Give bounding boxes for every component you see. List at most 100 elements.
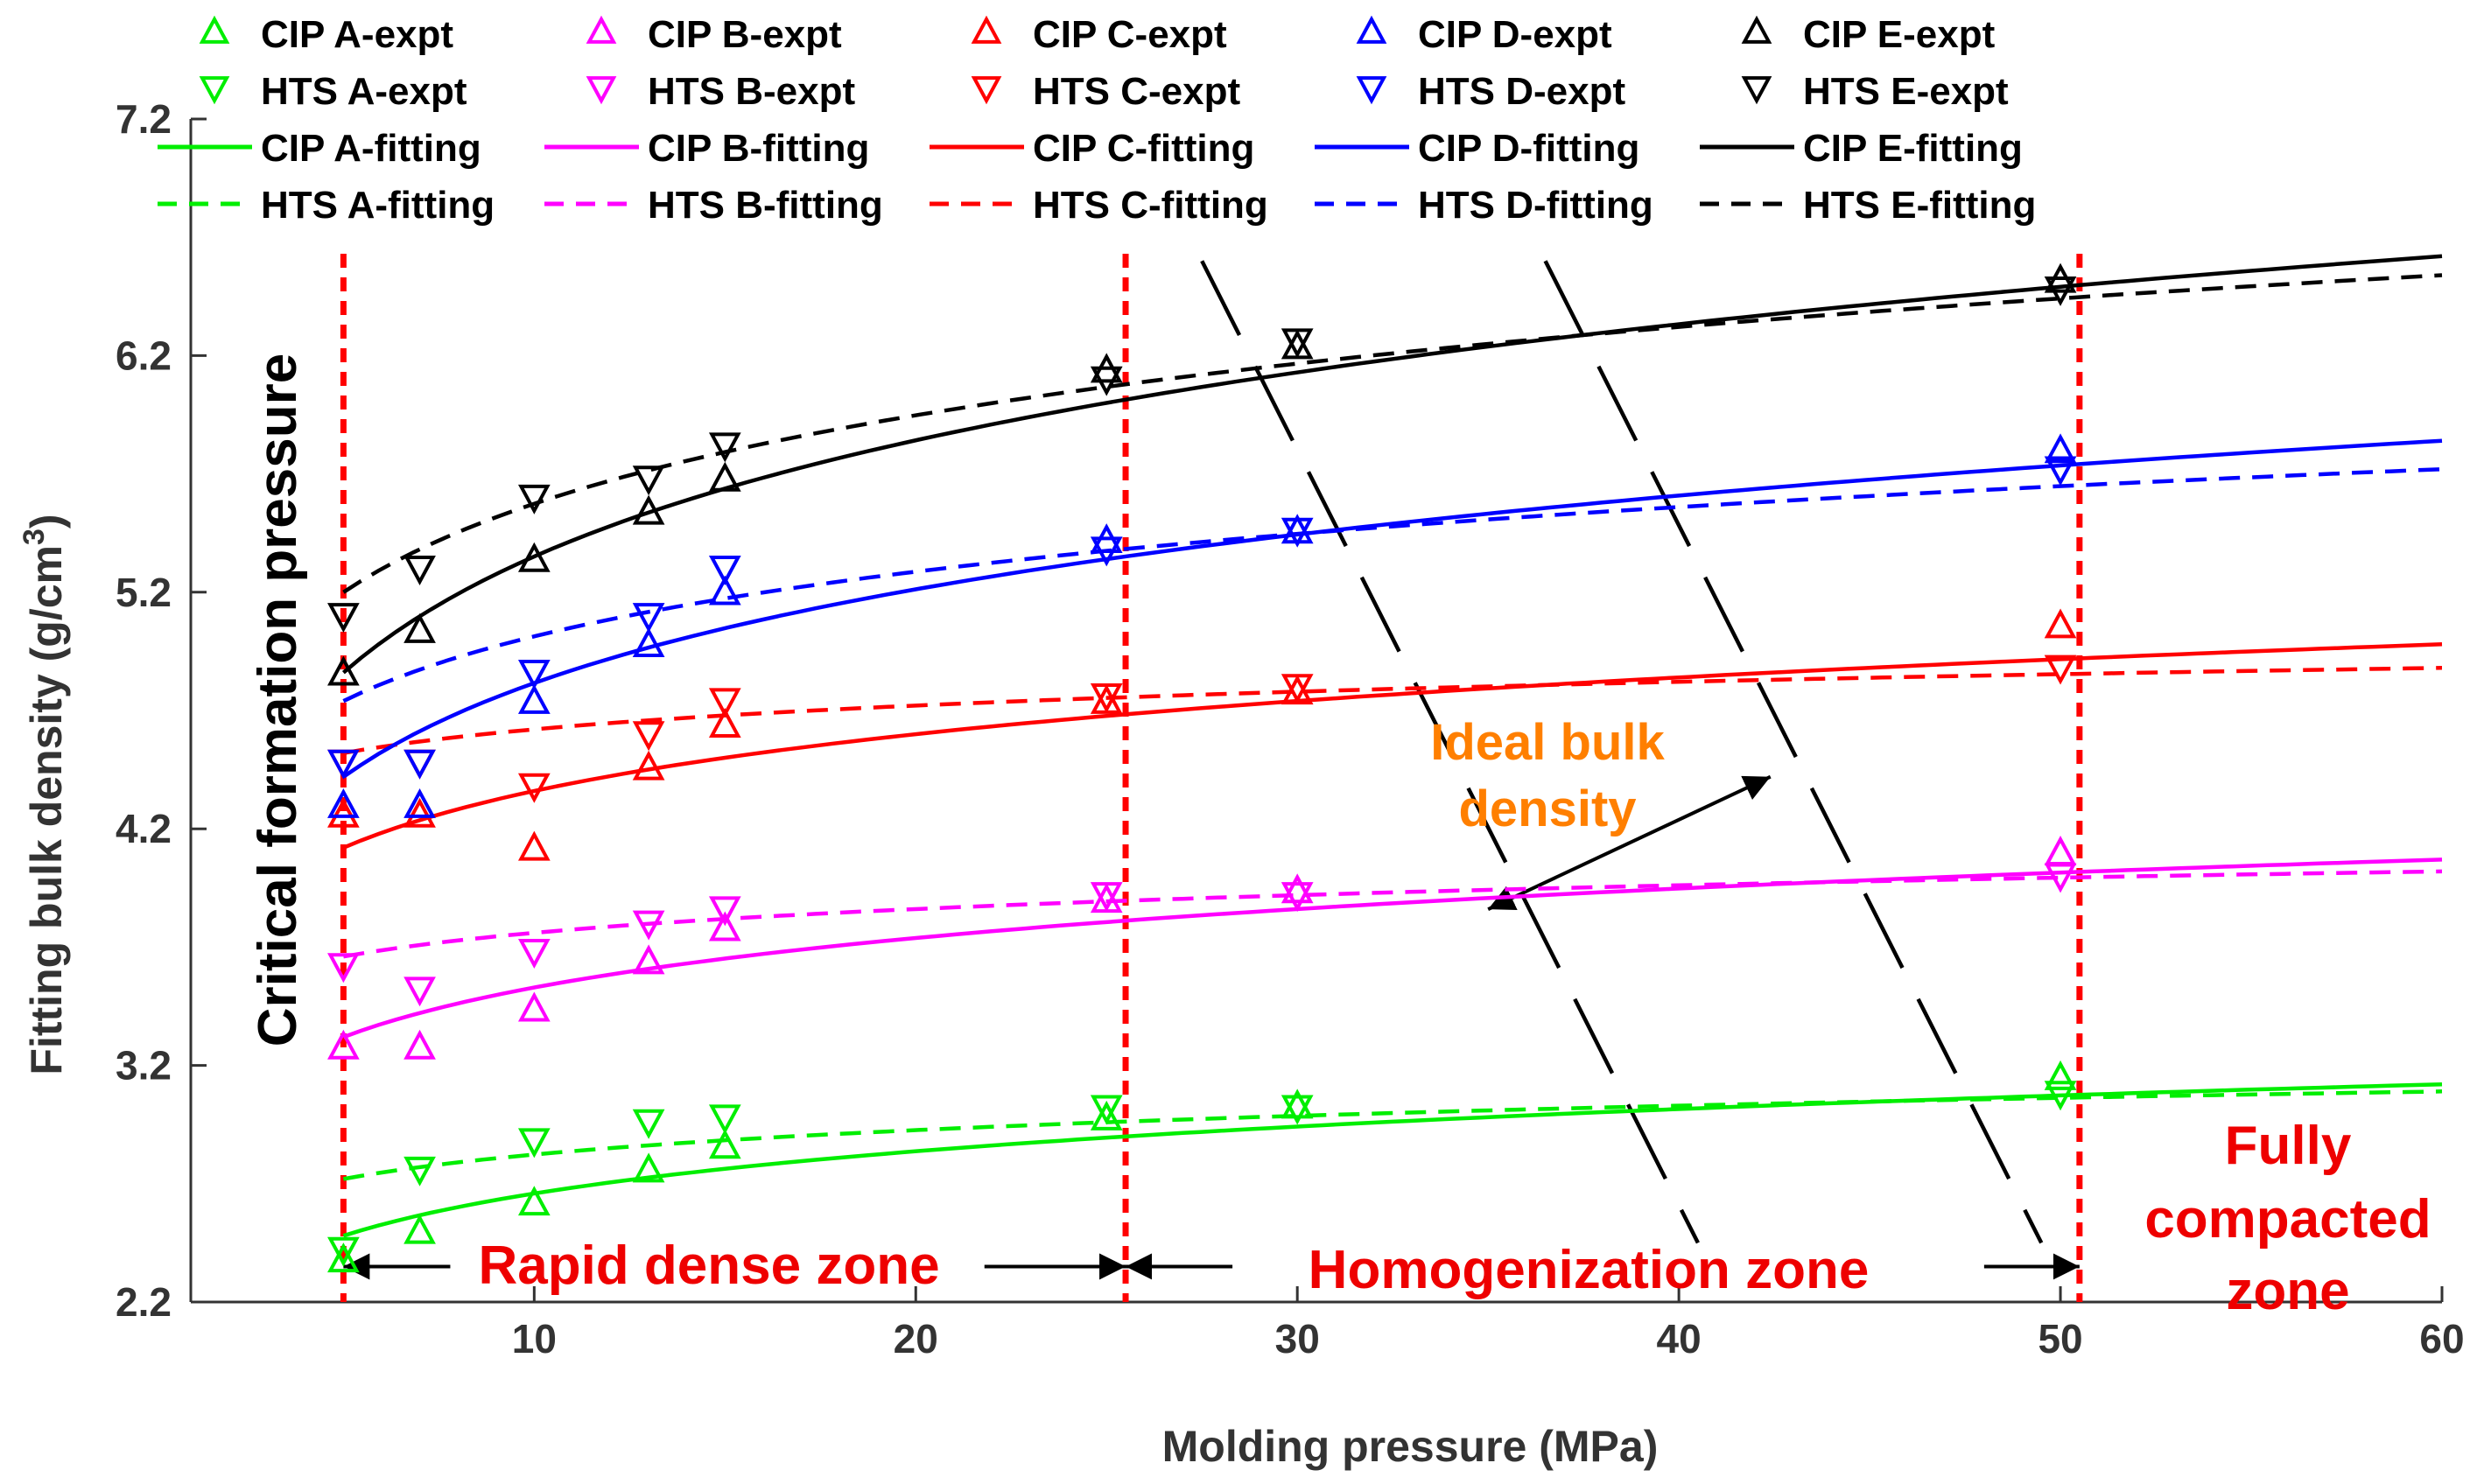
cip-fitting-curve-a xyxy=(342,1082,2443,1238)
cip-expt-marker-c xyxy=(327,797,360,828)
hts-expt-marker-d xyxy=(632,603,665,634)
y-tick-label: 3.2 xyxy=(116,1043,172,1088)
hts-expt-marker-d xyxy=(327,749,360,780)
hts-expt-marker-a xyxy=(1090,1095,1123,1125)
y-tick-label: 6.2 xyxy=(116,332,172,378)
rapid-dense-zone-label: Rapid dense zone xyxy=(478,1236,939,1296)
legend-hts-fitting-label-b: HTS B-fitting xyxy=(648,184,883,227)
fitting-curves xyxy=(341,254,2443,1238)
legend-hts-expt-marker-c xyxy=(971,76,1002,105)
y-axis-label-tail: ) xyxy=(22,514,71,528)
dashed-diagonal-line xyxy=(1543,260,2044,1244)
cip-expt-marker-d xyxy=(708,575,741,606)
legend-cip-fitting-label-c: CIP C-fitting xyxy=(1033,127,1254,170)
hts-expt-marker-d xyxy=(1281,517,1314,548)
cip-expt-marker-e xyxy=(327,655,360,686)
homogenization-zone-label: Homogenization zone xyxy=(1309,1240,1870,1300)
hts-expt-marker-a xyxy=(403,1156,436,1186)
cip-expt-marker-a xyxy=(403,1214,436,1244)
cip-expt-marker-a xyxy=(1281,1088,1314,1119)
hts-fitting-curve-d xyxy=(342,466,2443,704)
dashed-diagonal-line xyxy=(1200,260,1700,1244)
y-axis-label-superscript: 3 xyxy=(18,528,51,545)
cip-expt-marker-a xyxy=(2044,1060,2077,1090)
hts-expt-marker-d xyxy=(517,659,551,690)
x-tick-label: 50 xyxy=(2038,1316,2082,1362)
legend: CIP A-expt HTS A-expt CIP A-fitting HTS A-f… xyxy=(158,13,2036,227)
fully-compacted-zone-label-line3: zone xyxy=(2226,1261,2349,1321)
hts-expt-marker-e xyxy=(632,466,665,496)
cip-expt-marker-a xyxy=(327,1242,360,1273)
hts-expt-marker-d xyxy=(708,556,741,585)
legend-hts-expt-marker-d xyxy=(1356,76,1387,105)
hts-expt-marker-a xyxy=(2044,1081,2077,1111)
hts-expt-marker-e xyxy=(1281,328,1314,359)
cip-expt-marker-e xyxy=(708,461,741,492)
legend-hts-expt-label-c: HTS C-expt xyxy=(1033,70,1240,113)
x-tick-label: 20 xyxy=(894,1316,938,1362)
legend-hts-expt-marker-e xyxy=(1741,76,1772,105)
cip-expt-marker-d xyxy=(403,788,436,818)
hts-expt-marker-c xyxy=(632,721,665,752)
y-tick-label: 7.2 xyxy=(116,96,172,142)
hts-expt-marker-c xyxy=(1090,683,1123,713)
legend-hts-fitting-label-a: HTS A-fitting xyxy=(261,184,495,227)
hts-fitting-curve-a xyxy=(343,1089,2443,1181)
hts-expt-marker-b xyxy=(1090,882,1123,913)
legend-hts-expt-label-a: HTS A-expt xyxy=(261,70,467,113)
hts-expt-marker-e xyxy=(327,603,360,634)
cip-fitting-curve-d xyxy=(342,438,2443,779)
cip-expt-marker-a xyxy=(517,1186,551,1216)
cip-expt-marker-c xyxy=(517,830,551,861)
hts-expt-marker-b xyxy=(1281,882,1314,913)
cip-expt-marker-e xyxy=(403,612,436,643)
hts-expt-marker-e xyxy=(403,556,436,585)
hts-expt-marker-e xyxy=(1090,366,1123,396)
x-axis-label: Molding pressure (MPa) xyxy=(1162,1422,1659,1471)
hts-expt-marker-a xyxy=(517,1128,551,1158)
cip-expt-marker-b xyxy=(517,991,551,1022)
legend-cip-fitting-label-d: CIP D-fitting xyxy=(1418,127,1639,170)
legend-hts-expt-marker-b xyxy=(586,76,617,105)
cip-expt-marker-d xyxy=(327,788,360,818)
x-tick-label: 60 xyxy=(2419,1316,2464,1362)
cip-fitting-curve-c xyxy=(342,642,2443,850)
cip-fitting-curve-e xyxy=(341,254,2443,675)
hts-expt-marker-d xyxy=(1090,536,1123,567)
y-tick-label: 2.2 xyxy=(116,1279,172,1325)
cip-expt-marker-d xyxy=(517,683,551,714)
hts-fitting-curve-e xyxy=(342,273,2443,594)
hts-expt-marker-a xyxy=(708,1104,741,1135)
hts-expt-marker-a xyxy=(1281,1095,1314,1125)
cip-expt-marker-a xyxy=(1090,1100,1123,1130)
hts-expt-marker-b xyxy=(632,910,665,941)
cip-expt-marker-c xyxy=(403,797,436,828)
legend-cip-fitting-label-e: CIP E-fitting xyxy=(1803,127,2023,170)
annotations: Critical formation pressure Ideal bulk d… xyxy=(248,354,2431,1321)
axes: 10 20 30 40 50 60 2.2 3.2 4.2 5.2 6.2 7.2 xyxy=(116,96,2465,1362)
legend-cip-expt-label-e: CIP E-expt xyxy=(1803,13,1996,56)
cip-fitting-curve-b xyxy=(342,858,2443,1040)
hts-expt-marker-a xyxy=(327,1236,360,1267)
cip-expt-marker-d xyxy=(2044,433,2077,464)
hts-expt-marker-a xyxy=(632,1109,665,1139)
cip-expt-marker-a xyxy=(632,1152,665,1183)
legend-cip-expt-marker-e xyxy=(1741,15,1772,44)
legend-cip-expt-label-a: CIP A-expt xyxy=(261,13,453,56)
legend-cip-fitting-label-b: CIP B-fitting xyxy=(648,127,869,170)
cip-expt-marker-e xyxy=(632,494,665,525)
cip-expt-marker-c xyxy=(2044,608,2077,639)
legend-hts-expt-label-b: HTS B-expt xyxy=(648,70,855,113)
cip-expt-marker-e xyxy=(517,542,551,572)
cip-expt-marker-c xyxy=(632,750,665,780)
legend-cip-expt-marker-b xyxy=(586,15,617,44)
hts-expt-marker-c xyxy=(517,773,551,803)
cip-expt-marker-b xyxy=(632,944,665,975)
hts-expt-marker-b xyxy=(708,896,741,927)
ideal-bulk-density-arrow xyxy=(1487,774,1772,911)
y-axis-label: Fitting bulk density (g/cm3) xyxy=(18,514,71,1074)
ideal-bulk-density-label-line2: density xyxy=(1458,780,1636,837)
axis-labels: Molding pressure (MPa) Fitting bulk dens… xyxy=(18,514,1658,1471)
x-tick-label: 40 xyxy=(1657,1316,1702,1362)
hts-expt-marker-b xyxy=(517,939,551,970)
